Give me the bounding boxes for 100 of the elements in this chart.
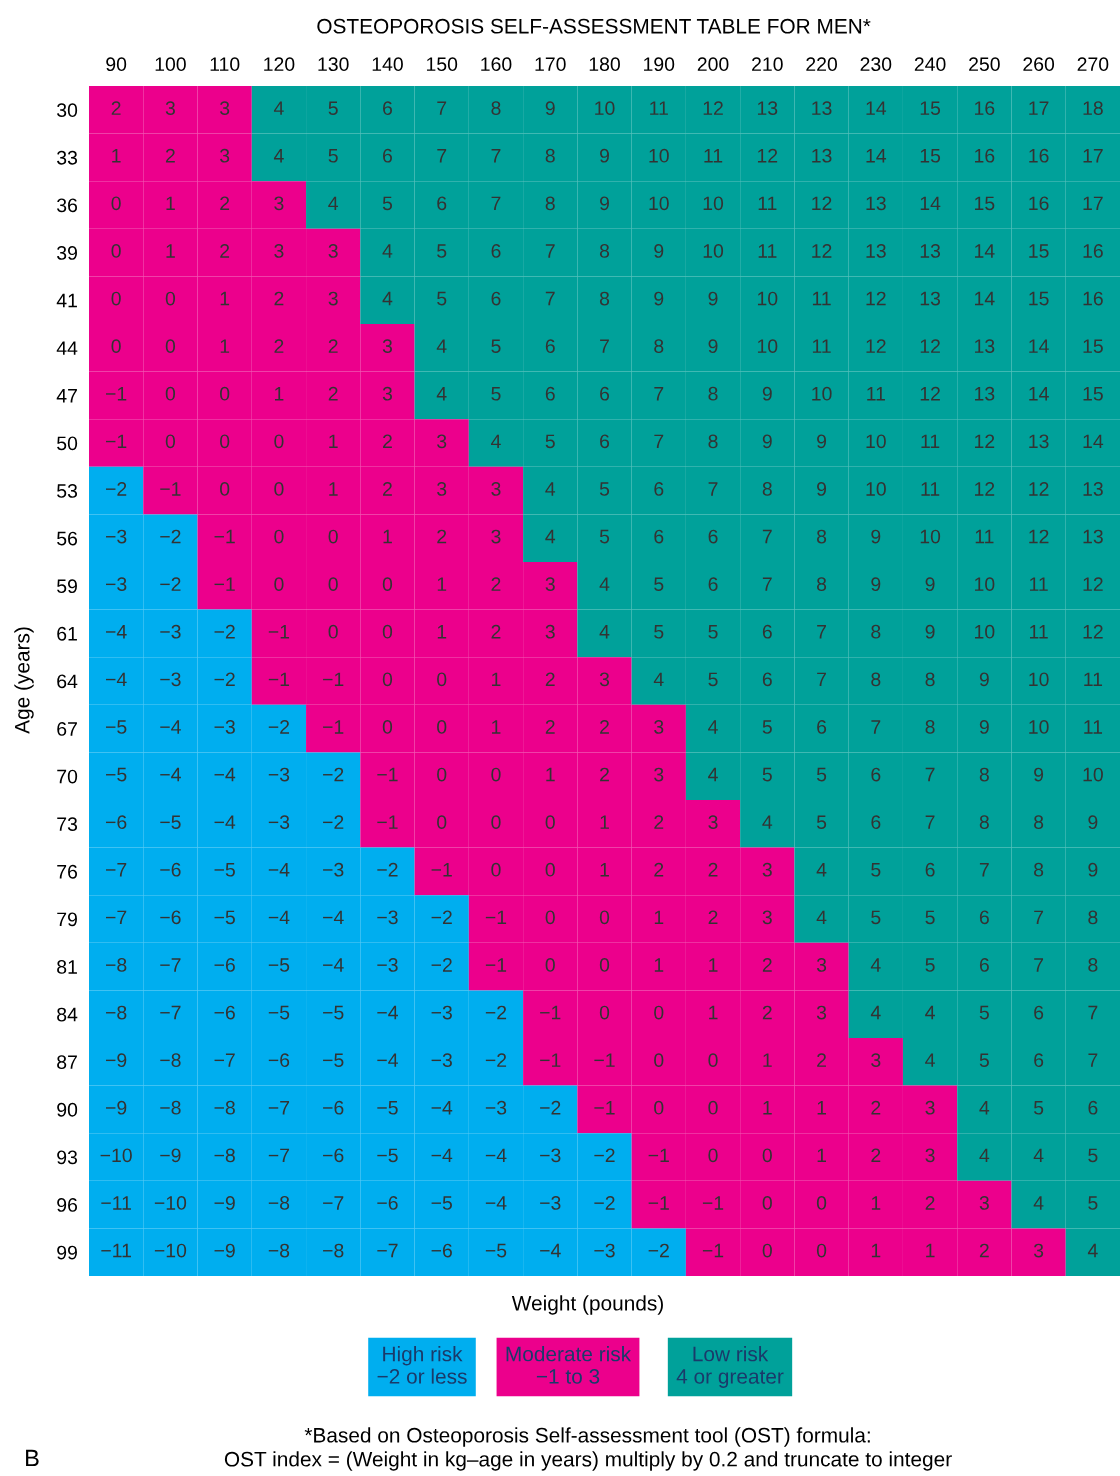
data-label: 0 xyxy=(220,386,230,401)
data-label: 5 xyxy=(762,767,772,782)
data-label: 3 xyxy=(762,910,772,925)
x-tick-label: 170 xyxy=(535,57,566,72)
data-label: 4 xyxy=(436,387,447,401)
data-label: 6 xyxy=(383,101,392,116)
data-label: −1 xyxy=(214,577,235,591)
data-label: 16 xyxy=(1029,148,1049,163)
data-label: 1 xyxy=(383,529,392,544)
data-label: 4 xyxy=(653,672,664,687)
data-label: 6 xyxy=(654,482,664,496)
data-label: 11 xyxy=(921,482,940,496)
data-label: 5 xyxy=(979,1005,989,1020)
data-label: 9 xyxy=(1088,815,1098,830)
data-label: −3 xyxy=(323,862,344,877)
data-label: 13 xyxy=(757,101,778,116)
data-label: −6 xyxy=(214,958,235,972)
data-label: 7 xyxy=(762,529,772,544)
data-label: 6 xyxy=(871,815,881,830)
data-label: 7 xyxy=(654,434,664,449)
data-label: 0 xyxy=(382,720,393,734)
data-label: 0 xyxy=(654,1005,664,1020)
y-tick-label: 39 xyxy=(57,246,77,260)
data-label: −1 xyxy=(268,672,290,687)
data-label: 1 xyxy=(437,625,447,639)
data-label: 0 xyxy=(437,672,447,687)
data-label: 2 xyxy=(165,148,175,163)
data-label: −1 xyxy=(106,434,127,449)
x-tick-label: 230 xyxy=(860,57,892,72)
data-label: −6 xyxy=(160,862,181,877)
data-label: 4 xyxy=(1033,1196,1044,1210)
data-label: −8 xyxy=(160,1100,181,1115)
y-tick-label: 59 xyxy=(57,579,77,594)
x-tick-label: 160 xyxy=(481,57,512,72)
data-label: −5 xyxy=(160,815,181,830)
data-label: 11 xyxy=(650,101,668,115)
data-label: 3 xyxy=(491,482,501,496)
data-label: 1 xyxy=(492,672,501,687)
x-tick-label: 250 xyxy=(969,57,1000,72)
data-label: −2 xyxy=(431,910,452,925)
data-label: 7 xyxy=(1088,1053,1098,1067)
x-tick-label: 150 xyxy=(426,57,458,72)
data-label: −9 xyxy=(160,1148,181,1163)
data-label: 10 xyxy=(920,529,941,544)
data-label: 8 xyxy=(708,434,718,449)
data-label: 13 xyxy=(1083,529,1103,544)
data-label: 6 xyxy=(545,339,555,354)
data-label: −6 xyxy=(106,815,127,830)
data-label: −11 xyxy=(101,1243,131,1258)
data-label: 12 xyxy=(1029,482,1049,496)
data-label: 6 xyxy=(491,291,501,306)
data-label: −3 xyxy=(268,815,290,830)
data-label: 4 xyxy=(870,1005,881,1020)
data-label: −1 xyxy=(377,815,398,829)
data-label: 7 xyxy=(545,291,555,306)
data-label: −2 xyxy=(540,1100,561,1115)
data-label: −1 xyxy=(594,1101,615,1115)
data-label: 7 xyxy=(437,149,447,163)
data-label: 8 xyxy=(871,672,881,687)
data-label: 0 xyxy=(165,434,176,449)
data-label: −4 xyxy=(268,863,290,877)
data-label: 1 xyxy=(112,149,121,163)
data-label: 0 xyxy=(328,577,338,592)
data-label: 11 xyxy=(1084,720,1103,734)
x-tick-label: 240 xyxy=(914,57,946,72)
data-label: 1 xyxy=(709,1005,718,1020)
data-label: 0 xyxy=(111,339,121,354)
data-label: 15 xyxy=(1029,291,1049,306)
chart-title: OSTEOPOROSIS SELF-ASSESSMENT TABLE FOR MEN* xyxy=(317,18,871,34)
data-label: −3 xyxy=(268,767,290,782)
data-label: −4 xyxy=(323,910,344,925)
data-label: −5 xyxy=(431,1196,452,1210)
x-tick-label: 130 xyxy=(318,57,349,72)
x-tick-label: 110 xyxy=(210,57,240,72)
data-label: 10 xyxy=(703,196,724,211)
data-label: 1 xyxy=(329,434,338,449)
data-label: −2 xyxy=(214,672,235,687)
data-label: −4 xyxy=(485,1196,507,1210)
data-label: 14 xyxy=(975,244,995,258)
data-label: −1 xyxy=(431,863,452,877)
data-label: 4 xyxy=(599,577,610,591)
data-label: 6 xyxy=(871,767,881,782)
data-label: 4 xyxy=(925,1005,935,1020)
data-label: 4 xyxy=(870,958,881,972)
y-tick-label: 53 xyxy=(57,484,78,498)
data-label: −9 xyxy=(106,1100,127,1115)
data-label: 10 xyxy=(1083,767,1103,782)
data-label: −1 xyxy=(540,1053,561,1067)
data-label: 0 xyxy=(599,910,610,925)
data-label: 11 xyxy=(758,244,777,258)
data-label: 0 xyxy=(491,767,501,782)
data-label: 6 xyxy=(708,529,718,544)
data-label: 15 xyxy=(1083,387,1103,401)
data-label: −2 xyxy=(323,767,344,782)
data-label: 9 xyxy=(1034,767,1044,782)
data-label: 4 xyxy=(925,1053,935,1067)
data-label: 10 xyxy=(812,386,832,401)
data-label: 5 xyxy=(871,863,881,877)
data-label: 1 xyxy=(600,863,609,877)
data-label: 2 xyxy=(817,1053,826,1067)
